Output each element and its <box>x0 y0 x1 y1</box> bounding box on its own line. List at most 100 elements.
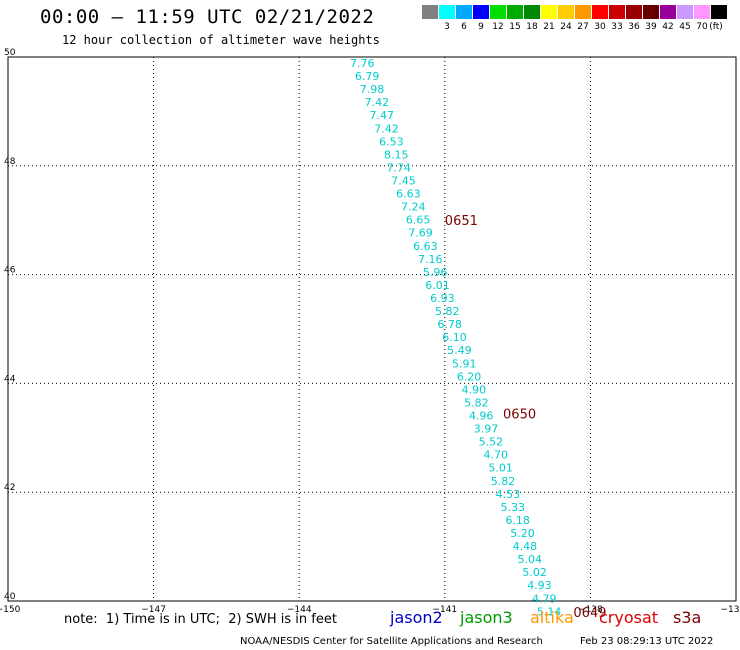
generation-timestamp: Feb 23 08:29:13 UTC 2022 <box>580 636 714 647</box>
swh-value: 7.74 <box>386 161 411 174</box>
legend-label: (ft) <box>709 22 723 32</box>
swh-value: 5.82 <box>491 475 516 488</box>
legend-label: 18 <box>526 22 538 32</box>
legend-label: 21 <box>543 22 555 32</box>
satellite-jason2-label: jason2 <box>390 608 443 627</box>
legend-swatch <box>592 5 608 19</box>
legend-label: 39 <box>645 22 657 32</box>
legend-label: 9 <box>478 22 484 32</box>
swh-value: 5.52 <box>479 436 504 449</box>
legend-label: 27 <box>577 22 589 32</box>
swh-value: 6.01 <box>425 279 450 292</box>
legend-swatch <box>643 5 659 19</box>
swh-value: 5.91 <box>452 357 477 370</box>
legend-swatch <box>490 5 506 19</box>
swh-value: 6.93 <box>430 292 455 305</box>
legend-label: 36 <box>628 22 640 32</box>
legend-label: 45 <box>679 22 691 32</box>
satellite-jason3-label: jason3 <box>460 608 513 627</box>
legend-swatch <box>575 5 591 19</box>
swh-value: 7.69 <box>408 227 433 240</box>
swh-value: 5.04 <box>517 553 542 566</box>
swh-value: 4.53 <box>496 488 521 501</box>
swh-value: 5.96 <box>423 266 448 279</box>
swh-value: 7.76 <box>350 57 375 70</box>
legend-swatch <box>507 5 523 19</box>
map-subtitle: 12 hour collection of altimeter wave hei… <box>62 33 380 47</box>
legend-swatch <box>439 5 455 19</box>
legend-label: 12 <box>492 22 504 32</box>
map-title: 00:00 – 11:59 UTC 02/21/2022 <box>40 6 375 28</box>
swh-value: 6.10 <box>442 331 467 344</box>
swh-value: 6.18 <box>505 514 530 527</box>
swh-value: 7.42 <box>365 96 390 109</box>
longitude-tick-label: −144 <box>287 605 312 615</box>
swh-value: 5.14 <box>537 605 562 618</box>
legend-swatch <box>524 5 540 19</box>
longitude-tick-label: −147 <box>141 605 166 615</box>
swh-value: 6.79 <box>355 70 380 83</box>
satellite-s3a-label: s3a <box>673 608 702 627</box>
legend-label: 24 <box>560 22 572 32</box>
swh-value: 6.78 <box>437 318 462 331</box>
legend-swatch <box>694 5 710 19</box>
swh-value: 7.98 <box>360 83 385 96</box>
swh-value: 4.79 <box>532 592 557 605</box>
swh-value: 5.82 <box>464 396 489 409</box>
swh-value: 5.82 <box>435 305 460 318</box>
swh-value: 5.33 <box>500 501 525 514</box>
pass-time-label: 0650 <box>503 407 536 422</box>
latitude-tick-label: 42 <box>4 483 15 493</box>
legend-swatch <box>660 5 676 19</box>
credit-line: NOAA/NESDIS Center for Satellite Applica… <box>240 636 543 647</box>
legend-label: 70 <box>696 22 708 32</box>
latitude-tick-label: 46 <box>4 266 16 276</box>
swh-value: 7.47 <box>369 109 394 122</box>
legend-label: 6 <box>461 22 467 32</box>
swh-value: 6.20 <box>457 370 482 383</box>
swh-value: 4.70 <box>484 449 509 462</box>
legend-label: 15 <box>509 22 521 32</box>
swh-value: 5.01 <box>488 462 513 475</box>
swh-value: 8.15 <box>384 148 409 161</box>
legend-label: 3 <box>444 22 450 32</box>
satellite-altika-label: altika <box>530 608 574 627</box>
longitude-tick-label: −141 <box>432 605 457 615</box>
swh-value: 5.20 <box>510 527 535 540</box>
swh-value: 4.93 <box>527 579 552 592</box>
pass-time-label: 0651 <box>445 214 478 229</box>
swh-value: 7.24 <box>401 201 426 214</box>
latitude-tick-label: 48 <box>4 157 16 167</box>
legend-swatch <box>609 5 625 19</box>
satellite-cryosat-label: cryosat <box>599 608 659 627</box>
latitude-tick-label: 50 <box>4 48 16 58</box>
legend-label: 42 <box>662 22 674 32</box>
legend-swatch <box>558 5 574 19</box>
legend-swatch <box>422 5 438 19</box>
swh-value: 4.48 <box>513 540 538 553</box>
swh-value: 6.65 <box>406 214 431 227</box>
swh-value: 3.97 <box>474 423 499 436</box>
legend-label: 30 <box>594 22 606 32</box>
legend-swatch <box>473 5 489 19</box>
legend-swatch <box>677 5 693 19</box>
latitude-tick-label: 40 <box>4 592 16 602</box>
swh-value: 5.02 <box>522 566 547 579</box>
longitude-tick-label: −138 <box>578 605 603 615</box>
longitude-tick-label: −13 <box>721 605 740 615</box>
swh-value: 6.63 <box>396 188 421 201</box>
pass-time-label: 0649 <box>573 606 606 621</box>
swh-value: 4.90 <box>462 383 487 396</box>
longitude-tick-label: −150 <box>0 605 21 615</box>
swh-value: 4.96 <box>469 409 494 422</box>
legend-label: 33 <box>611 22 623 32</box>
legend-swatch <box>711 5 727 19</box>
legend-swatch <box>626 5 642 19</box>
swh-value: 6.53 <box>379 135 404 148</box>
swh-value: 6.63 <box>413 240 438 253</box>
legend-swatch <box>456 5 472 19</box>
map-frame <box>7 56 737 602</box>
units-note: note: 1) Time is in UTC; 2) SWH is in fe… <box>64 612 337 627</box>
